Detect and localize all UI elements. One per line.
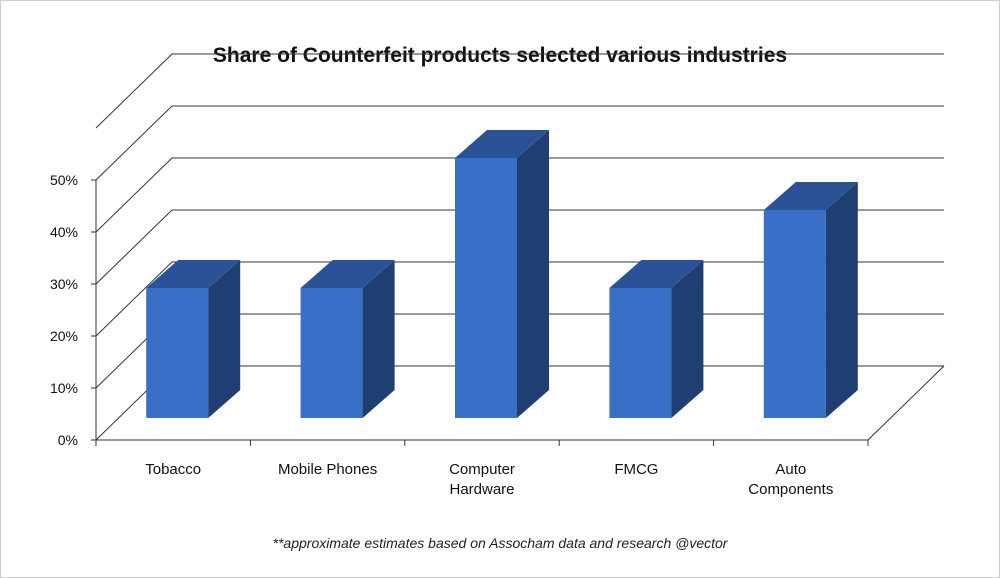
bar-front <box>455 158 517 418</box>
bar-side <box>517 130 549 418</box>
bar-top <box>300 260 395 288</box>
bar-front <box>300 288 363 418</box>
bar-front <box>763 210 826 418</box>
bar-side <box>671 260 704 418</box>
y-tick-label: 50% <box>50 172 78 188</box>
bar-front <box>146 288 209 418</box>
x-tick-label: Mobile Phones <box>278 461 377 478</box>
labels-layer: 0% 10% 20% 30% 40% 50% Tobacco Mobile Phones Com… <box>50 172 833 498</box>
bar <box>609 260 704 418</box>
wall-gridline <box>95 53 173 129</box>
wall-gridline <box>95 209 173 285</box>
wall-gridline <box>95 261 173 337</box>
x-tick-label: Auto Components <box>748 461 833 498</box>
bar-side <box>208 260 241 418</box>
bar-top <box>609 260 704 288</box>
wall-gridline <box>95 157 173 233</box>
bar-side <box>825 182 858 418</box>
bar-top <box>763 182 858 210</box>
floor-edge <box>867 365 945 441</box>
bar <box>763 182 858 418</box>
x-tick-label: Tobacco <box>145 461 201 478</box>
bars-layer <box>146 130 858 418</box>
chart-title: Share of Counterfeit products selected v… <box>212 44 788 67</box>
y-tick-label: 0% <box>58 432 78 448</box>
chart-footnote: **approximate estimates based on Assocha… <box>272 535 728 551</box>
y-tick-label: 20% <box>50 328 78 344</box>
bar <box>455 130 549 418</box>
x-tick-label: Computer Hardware <box>449 461 515 498</box>
y-tick-label: 30% <box>50 276 78 292</box>
wall-gridline <box>95 105 173 181</box>
x-tick-label: FMCG <box>614 461 658 478</box>
y-tick-label: 10% <box>50 380 78 396</box>
y-tick-label: 40% <box>50 224 78 240</box>
bar-side <box>362 260 395 418</box>
bar <box>300 260 395 418</box>
bar <box>146 260 241 418</box>
bar-top <box>146 260 241 288</box>
bar-front <box>609 288 672 418</box>
bar-top <box>455 130 549 158</box>
